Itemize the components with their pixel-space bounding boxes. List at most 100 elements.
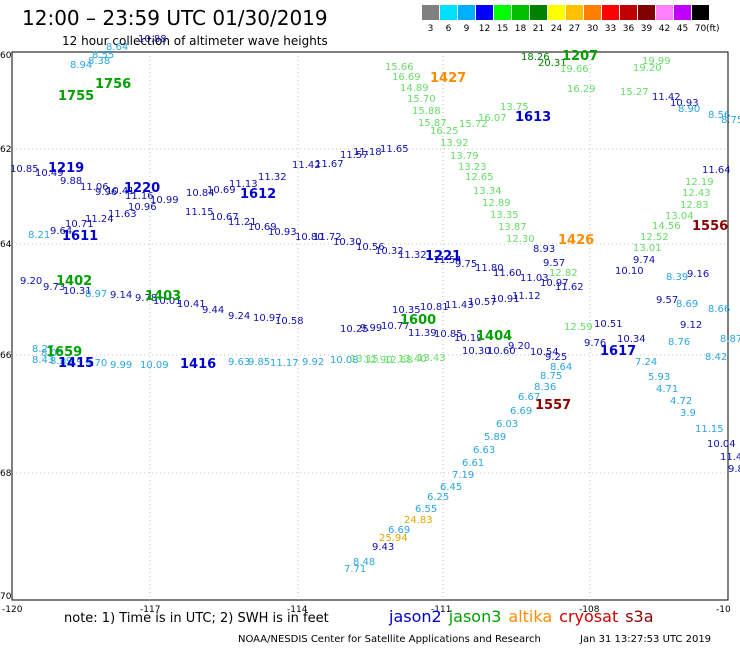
wave-height-value: 8.75 — [721, 115, 740, 126]
scale-label: 27 — [568, 24, 581, 34]
wave-height-value: 6.69 — [510, 406, 532, 417]
scale-swatch — [602, 5, 619, 20]
wave-height-value: 13.92 — [440, 138, 469, 149]
scale-label: 12 — [478, 24, 491, 34]
wave-height-value: 16.69 — [392, 72, 421, 83]
wave-height-value: 11.16 — [125, 191, 154, 202]
wave-height-value: 11.21 — [228, 217, 257, 228]
wave-height-value: 10.80 — [295, 232, 324, 243]
wave-height-value: 11.32 — [398, 250, 427, 261]
scale-swatch — [440, 5, 457, 20]
wave-height-value: 10.41 — [106, 186, 135, 197]
wave-height-value: 9.85 — [248, 357, 270, 368]
wave-height-value: 10.57 — [468, 297, 497, 308]
lon-label: -117 — [140, 605, 160, 615]
wave-height-value: 13.40 — [398, 354, 427, 365]
scale-label: 36 — [622, 24, 635, 34]
wave-height-value: 10.54 — [530, 347, 559, 358]
wave-height-value: 20.31 — [538, 58, 567, 69]
wave-height-value: 9.64 — [50, 226, 72, 237]
wave-height-value: 11.65 — [380, 144, 409, 155]
pass-id-label: 1557 — [535, 398, 571, 413]
pass-id-label: 1613 — [515, 110, 551, 125]
legend-cryosat: cryosat — [559, 607, 619, 626]
pass-id-label: 1220 — [124, 181, 160, 196]
wave-height-value: 8.90 — [678, 104, 700, 115]
scale-swatch — [512, 5, 529, 20]
pass-id-label: 1612 — [240, 187, 276, 202]
wave-height-value: 13.15 — [350, 354, 379, 365]
wave-height-value: 9.25 — [545, 352, 567, 363]
pass-id-label: 1403 — [145, 289, 181, 304]
wave-height-value: 9.88 — [60, 176, 82, 187]
wave-height-value: 9.99 — [360, 323, 382, 334]
wave-height-value: 9.12 — [680, 320, 702, 331]
wave-height-value: 8.48 — [353, 557, 375, 568]
wave-height-value: 8.27 — [32, 344, 54, 355]
satellite-legend: jason2 jason3 altika cryosat s3a — [389, 607, 661, 626]
wave-height-value: 13.79 — [450, 151, 479, 162]
wave-height-value: 13.04 — [665, 211, 694, 222]
wave-height-value: 8.21 — [28, 230, 50, 241]
scale-swatch — [530, 5, 547, 20]
wave-height-value: 9.78 — [135, 293, 157, 304]
wave-height-value: 8.94 — [70, 60, 92, 71]
lat-label: 66 — [0, 351, 12, 361]
wave-height-value: 13.35 — [490, 210, 519, 221]
wave-height-value: 10.01 — [153, 296, 182, 307]
scale-swatch — [494, 5, 511, 20]
map-subtitle: 12 hour collection of altimeter wave hei… — [62, 34, 328, 48]
wave-height-value: 9.92 — [302, 357, 324, 368]
wave-height-value: 7.24 — [635, 357, 657, 368]
wave-height-value: 15.70 — [407, 94, 436, 105]
wave-height-value: 10.69 — [248, 222, 277, 233]
wave-height-value: 10.08 — [330, 355, 359, 366]
pass-id-label: 1402 — [56, 274, 92, 289]
wave-height-value: 10.34 — [617, 334, 646, 345]
wave-height-value: 13.01 — [633, 243, 662, 254]
wave-height-value: 15.88 — [412, 106, 441, 117]
scale-label: 33 — [604, 24, 617, 34]
pass-id-label: 1219 — [48, 161, 84, 176]
wave-height-value: 19.99 — [642, 56, 671, 67]
footer-note: note: 1) Time is in UTC; 2) SWH is in fe… — [64, 611, 329, 626]
wave-height-value: 10.35 — [392, 305, 421, 316]
scale-label: 39 — [640, 24, 653, 34]
wave-height-value: 10.85 — [434, 329, 463, 340]
wave-height-value: 9.88 — [728, 464, 740, 475]
wave-height-value: 8.43 — [32, 355, 54, 366]
wave-height-value: 9.99 — [110, 360, 132, 371]
wave-height-value: 10.04 — [707, 439, 736, 450]
pass-id-label: 1600 — [400, 313, 436, 328]
wave-height-value: 10.09 — [140, 360, 169, 371]
wave-height-value: 8.05 — [41, 348, 63, 359]
wave-height-value: 10.30 — [333, 237, 362, 248]
wave-height-value: 10.60 — [487, 346, 516, 357]
wave-height-value: 9.76 — [584, 338, 606, 349]
wave-height-value: 10.30 — [462, 346, 491, 357]
wave-height-value: 9.74 — [633, 255, 655, 266]
scale-label: 21 — [532, 24, 545, 34]
wave-height-value: 12.59 — [564, 322, 593, 333]
wave-height-value: 11.72 — [313, 232, 342, 243]
credit-line: NOAA/NESDIS Center for Satellite Applica… — [238, 634, 541, 645]
wave-height-value: 14.56 — [652, 221, 681, 232]
wave-height-value: 18.26 — [521, 52, 550, 63]
pass-id-label: 1207 — [562, 49, 598, 64]
wave-height-value: 8.97 — [85, 289, 107, 300]
legend-jason3: jason3 — [448, 607, 502, 626]
wave-height-value: 10.51 — [594, 319, 623, 330]
wave-height-value: 10.77 — [381, 321, 410, 332]
wave-height-value: 11.57 — [340, 150, 369, 161]
wave-height-value: 16.29 — [567, 84, 596, 95]
pass-id-label: 1426 — [558, 233, 594, 248]
scale-label: 45 — [676, 24, 689, 34]
pass-id-label: 1617 — [600, 344, 636, 359]
wave-height-value: 9.63 — [228, 357, 250, 368]
wave-height-value: 10.56 — [356, 242, 385, 253]
lon-label: -10 — [716, 605, 731, 615]
wave-height-value: 13.75 — [500, 102, 529, 113]
wave-height-value: 9.73 — [43, 282, 65, 293]
legend-altika: altika — [508, 607, 553, 626]
wave-height-value: 25.94 — [379, 533, 408, 544]
